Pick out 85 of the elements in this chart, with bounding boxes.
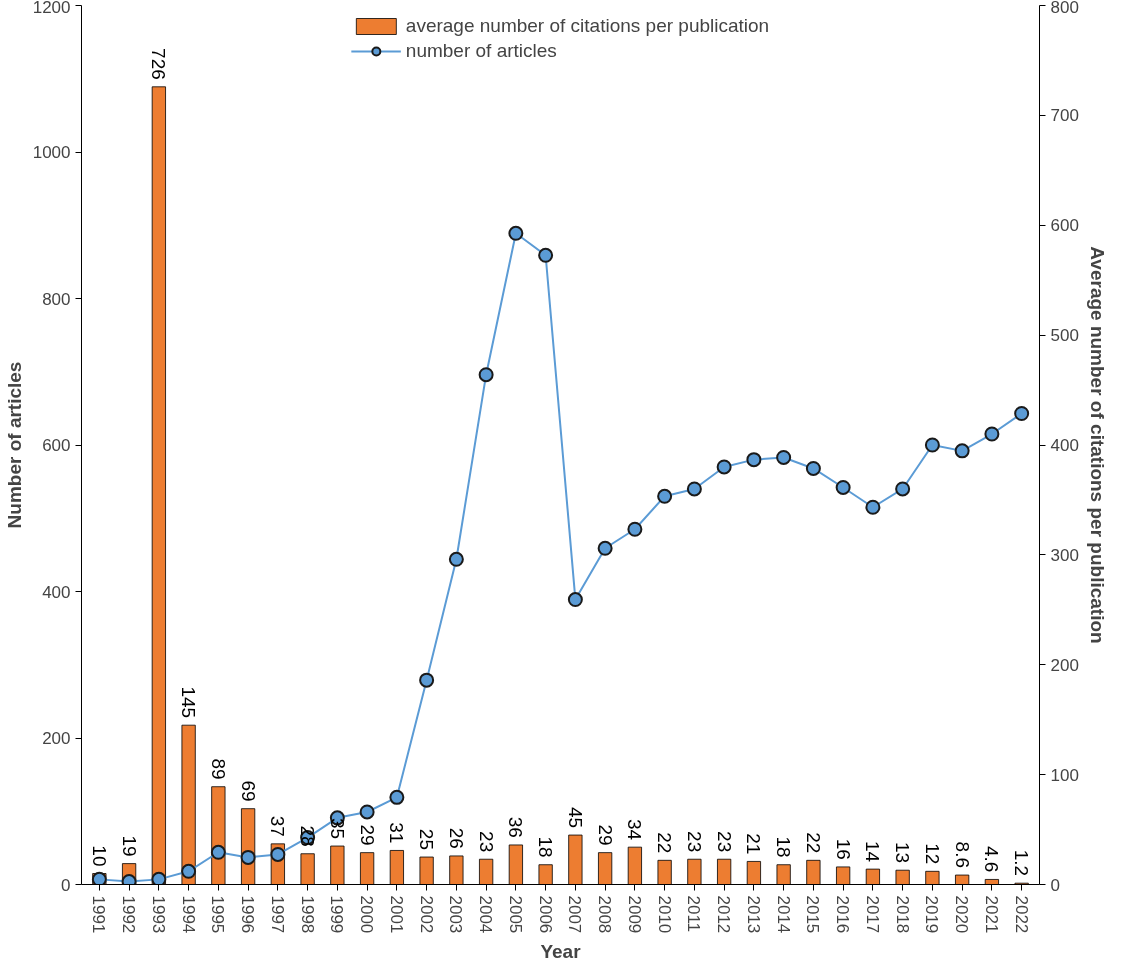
x-tick-label: 2010 [654, 895, 674, 934]
data-label: 23 [475, 831, 497, 853]
data-label: 1.2 [1011, 849, 1033, 877]
x-tick-label: 2005 [505, 895, 525, 934]
y-tick-label: 1200 [32, 0, 71, 17]
data-label: 726 [148, 48, 170, 80]
x-tick-label: 2015 [803, 895, 823, 934]
y2-tick-label: 0 [1050, 875, 1060, 895]
x-tick-label: 2002 [416, 895, 436, 934]
data-label: 23 [713, 831, 735, 853]
x-tick-label: 1991 [89, 895, 109, 934]
data-label: 19 [118, 835, 140, 857]
x-tick-label: 2009 [624, 895, 644, 934]
data-label: 16 [832, 838, 854, 860]
x-tick-label: 1995 [208, 895, 228, 934]
x-tick-label: 2018 [892, 895, 912, 934]
data-label: 89 [207, 758, 229, 780]
x-tick-label: 2014 [773, 895, 793, 934]
x-tick-label: 2004 [476, 895, 496, 934]
data-label: 14 [862, 840, 884, 863]
x-tick-label: 2008 [595, 895, 615, 934]
data-label: 36 [505, 816, 527, 838]
y2-tick-label: 200 [1050, 655, 1079, 675]
y-tick-label: 0 [61, 875, 71, 895]
data-label: 18 [773, 836, 795, 858]
y2-tick-label: 300 [1050, 545, 1079, 565]
x-tick-label: 2016 [833, 895, 853, 934]
x-tick-label: 2007 [565, 895, 585, 934]
data-label: 13 [892, 842, 914, 864]
data-label: 22 [654, 832, 676, 854]
data-label: 28 [297, 825, 319, 847]
y-tick-label: 400 [42, 582, 71, 602]
x-tick-label: 2000 [357, 895, 377, 934]
x-tick-label: 1999 [327, 895, 347, 934]
data-label: 145 [178, 686, 200, 719]
y2-tick-label: 700 [1050, 106, 1079, 126]
data-label: 10 [88, 845, 110, 867]
y-axis-title: Number of articles [3, 361, 25, 529]
data-label: 34 [624, 818, 646, 841]
x-tick-label: 2020 [952, 895, 972, 934]
x-tick-label: 2019 [922, 895, 942, 934]
y-tick-label: 200 [42, 729, 71, 748]
y-tick-label: 800 [42, 289, 71, 309]
x-tick-label: 1992 [119, 895, 139, 934]
x-tick-label: 1997 [267, 895, 287, 934]
data-label: 35 [326, 817, 348, 840]
x-tick-label: 2003 [446, 895, 466, 934]
x-tick-label: 1994 [178, 895, 198, 934]
y2-tick-label: 800 [1050, 0, 1079, 17]
legend-label: number of articles [405, 40, 557, 62]
x-tick-label: 2011 [684, 895, 704, 933]
x-tick-label: 2022 [1011, 895, 1031, 934]
y2-axis-title: Average number of citations per publication [1086, 246, 1108, 644]
data-label: 12 [921, 843, 943, 865]
y2-tick-label: 400 [1050, 436, 1079, 455]
x-tick-label: 1993 [148, 895, 168, 934]
y2-tick-label: 100 [1050, 765, 1079, 785]
x-tick-label: 2001 [386, 895, 406, 934]
data-label: 8.6 [951, 841, 973, 869]
y-tick-label: 600 [42, 436, 71, 455]
data-label: 21 [743, 833, 765, 855]
data-label: 45 [564, 806, 586, 829]
data-label: 69 [237, 780, 259, 802]
data-label: 31 [386, 822, 408, 844]
data-label: 26 [445, 827, 467, 849]
data-label: 18 [535, 836, 557, 858]
x-tick-label: 1996 [238, 895, 258, 934]
x-tick-label: 2017 [862, 895, 882, 934]
y2-tick-label: 600 [1050, 216, 1079, 236]
x-tick-label: 1998 [297, 895, 317, 934]
data-label: 22 [802, 832, 824, 854]
x-tick-label: 2021 [981, 895, 1001, 934]
x-tick-label: 2006 [535, 895, 555, 934]
legend-label: average number of citations per publication [405, 15, 770, 37]
y2-tick-label: 500 [1050, 326, 1079, 346]
x-axis-title: Year [540, 941, 582, 963]
x-tick-label: 2013 [743, 895, 763, 934]
data-label: 37 [267, 815, 289, 837]
x-tick-label: 2012 [714, 895, 734, 934]
data-label: 4.6 [981, 846, 1003, 873]
y-tick-label: 1000 [32, 143, 71, 162]
data-label: 23 [683, 831, 705, 853]
data-label: 29 [356, 824, 378, 846]
data-label: 25 [416, 828, 438, 851]
data-label: 29 [594, 824, 616, 846]
